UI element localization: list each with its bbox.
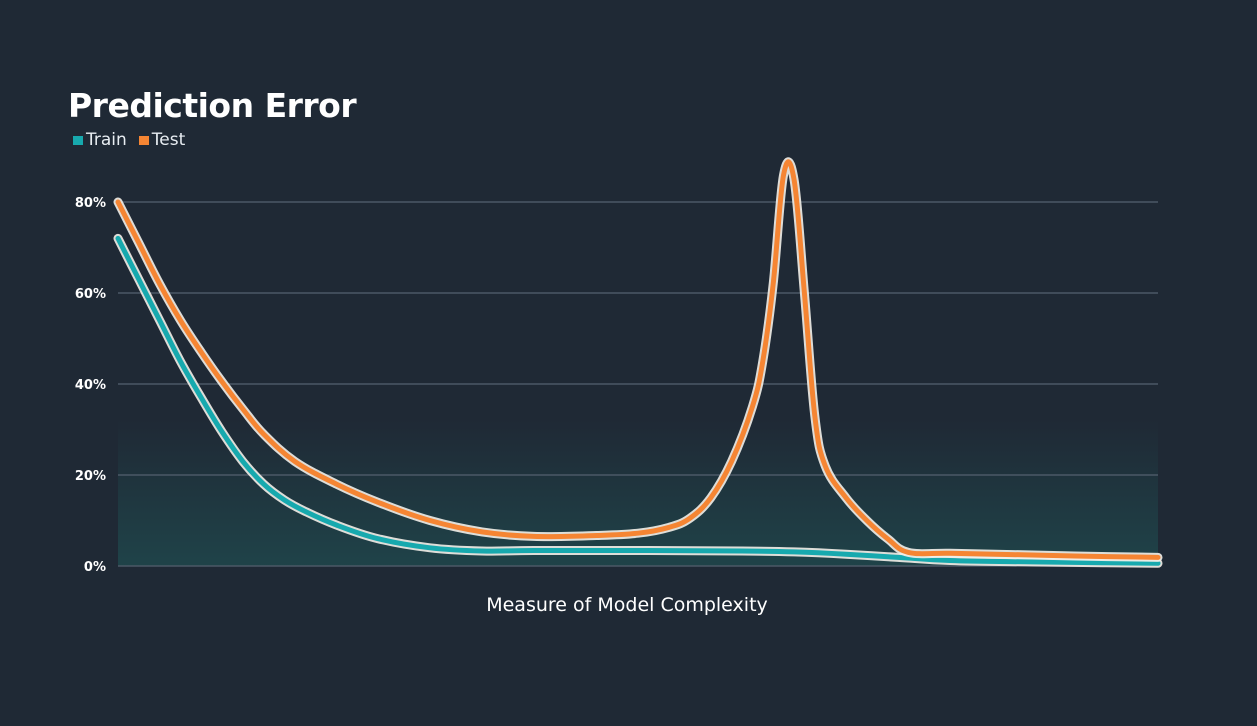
y-tick-label-40: 40% <box>75 378 106 393</box>
legend-swatch-test <box>138 135 149 145</box>
y-axis-ticks: 0% 20% 40% 60% 80% <box>75 196 106 575</box>
plot-area-fill <box>118 420 1158 566</box>
series-line-train <box>115 235 1161 566</box>
y-tick-label-0: 0% <box>84 560 106 575</box>
legend-swatch-train <box>73 135 83 145</box>
legend: Train Test <box>73 130 185 150</box>
legend-item-train: Train <box>73 130 127 150</box>
legend-label-train: Train <box>86 130 127 150</box>
series-lines <box>113 157 1163 568</box>
y-tick-label-80: 80% <box>75 196 106 211</box>
gridlines <box>118 201 1158 567</box>
legend-label-test: Test <box>151 130 186 150</box>
series-line-test <box>115 159 1161 560</box>
legend-item-test: Test <box>138 130 186 150</box>
x-axis-label: Measure of Model Complexity <box>486 594 768 616</box>
y-tick-label-60: 60% <box>75 287 106 302</box>
chart-title: Prediction Error <box>68 86 357 125</box>
y-tick-label-20: 20% <box>75 469 106 484</box>
